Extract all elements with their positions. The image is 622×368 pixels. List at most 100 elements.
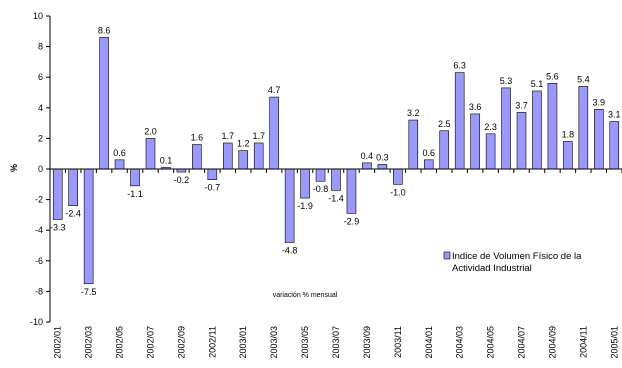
bar (52, 168, 63, 220)
legend-label-line2: Actividad Industrial (452, 263, 532, 274)
data-label: 0.1 (160, 155, 173, 165)
data-label: 0.6 (113, 148, 126, 158)
y-tick-label: 0 (38, 164, 43, 174)
bar (516, 112, 527, 170)
x-tick-label: 2002/05 (115, 326, 125, 359)
bar (253, 142, 264, 170)
bar (68, 168, 78, 207)
x-tick-label: 2003/01 (238, 326, 248, 359)
x-tick-label: 2004/11 (578, 326, 588, 358)
bar (99, 37, 109, 170)
bar (547, 83, 558, 170)
bar (393, 168, 403, 185)
data-label: 6.3 (453, 61, 466, 71)
data-label: 5.1 (531, 79, 544, 89)
bar (192, 144, 202, 170)
data-label: 3.7 (515, 100, 528, 110)
x-tick-label: 2005/01 (609, 326, 619, 359)
x-tick-label: 2004/03 (455, 326, 465, 359)
data-label: 8.6 (98, 25, 111, 35)
data-label: -7.5 (81, 287, 97, 297)
data-label: 3.2 (407, 108, 420, 118)
data-label: -1.1 (127, 189, 143, 199)
data-label: 5.3 (500, 76, 513, 86)
legend: Indice de Volumen Físico de la Actividad… (443, 251, 582, 274)
data-label: 5.6 (546, 71, 559, 81)
bar (501, 87, 511, 170)
data-label: -2.9 (344, 216, 360, 226)
x-tick-label: 2002/09 (176, 326, 186, 359)
bar (300, 168, 310, 199)
x-tick-label: 2004/05 (486, 326, 496, 359)
data-label: -4.8 (282, 245, 298, 255)
bar (362, 162, 372, 170)
data-label: 2.3 (484, 122, 497, 132)
bar (223, 142, 233, 170)
x-tick-label: 2003/05 (300, 326, 310, 359)
bar (470, 113, 480, 170)
bar (485, 133, 496, 170)
data-label: -0.2 (174, 175, 190, 185)
data-labels: -3.3 -2.4 -7.5 8.6 0.6 -1.1 2.0 0.1-0.2 1.6 -0.7 1… (50, 25, 621, 296)
data-label: 1.8 (562, 129, 575, 139)
x-tick-label: 2002/03 (84, 326, 94, 359)
bar (439, 130, 449, 170)
y-axis-title: % (9, 164, 19, 172)
x-tick-label: 2003/03 (269, 326, 279, 359)
x-tick-label: 2002/01 (53, 326, 63, 359)
bar (145, 138, 156, 170)
data-label: 1.6 (191, 133, 204, 143)
x-tick-label: 2004/09 (547, 326, 557, 359)
y-tick-label: -2 (35, 195, 43, 205)
y-tick-label: -8 (35, 286, 43, 296)
bar (269, 96, 279, 170)
data-label: -0.7 (205, 183, 221, 193)
legend-label-line1: Indice de Volumen Físico de la (452, 251, 582, 262)
x-axis: 2002/01 2002/03 2002/05 2002/07 2002/09 2002/… (49, 168, 622, 359)
y-tick-label: 2 (38, 133, 43, 143)
bar (315, 168, 326, 182)
legend-swatch (443, 251, 451, 260)
bar (408, 119, 419, 170)
bar (578, 86, 589, 170)
y-tick-label: -6 (35, 256, 43, 266)
x-tick-label: 2004/01 (424, 326, 434, 359)
chart-annotation: variación % mensual (273, 292, 338, 299)
data-label: 0.6 (422, 148, 435, 158)
data-label: 3.6 (469, 102, 482, 112)
x-tick-label: 2002/07 (145, 326, 155, 359)
bar (563, 141, 573, 170)
y-tick-label: -10 (30, 317, 43, 327)
data-label: 1.7 (252, 131, 265, 141)
bar (609, 121, 620, 170)
data-label: -1.0 (390, 187, 406, 197)
bar (594, 109, 604, 170)
bar (346, 168, 357, 214)
data-label: 2.0 (144, 126, 157, 136)
data-label: -0.8 (313, 184, 329, 194)
data-label: -1.9 (297, 201, 313, 211)
y-tick-label: 10 (33, 11, 43, 21)
data-label: 3.1 (608, 110, 621, 120)
x-tick-label: 2003/11 (393, 326, 403, 358)
bar (83, 168, 94, 285)
data-label: -3.3 (50, 222, 66, 232)
bar (423, 159, 434, 170)
bar (377, 164, 388, 170)
data-label: -1.4 (328, 193, 344, 203)
data-label: 5.4 (577, 74, 590, 84)
bar (207, 168, 218, 181)
data-label: 4.7 (268, 85, 281, 95)
bar (130, 168, 140, 187)
y-tick-label: -4 (35, 225, 43, 235)
x-tick-label: 2002/11 (207, 326, 217, 358)
bar (238, 150, 249, 170)
data-label: 3.9 (593, 97, 606, 107)
bar (331, 168, 341, 191)
x-tick-label: 2003/09 (362, 326, 372, 359)
x-tick-label: 2004/07 (517, 326, 527, 359)
bars (52, 37, 620, 285)
data-label: 2.5 (438, 119, 451, 129)
y-tick-label: 8 (38, 42, 43, 52)
